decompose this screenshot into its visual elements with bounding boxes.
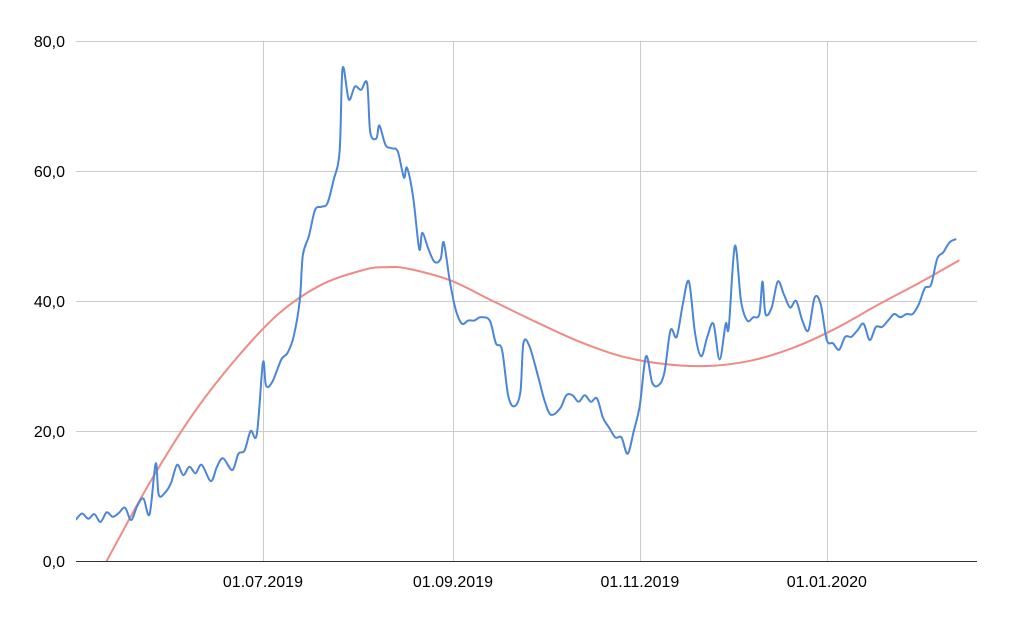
y-tick-label: 0,0: [43, 554, 65, 571]
gridlines: [76, 41, 977, 561]
trendline-series: [105, 259, 960, 561]
x-tick-label: 01.01.2020: [787, 574, 867, 591]
series-group: [76, 66, 960, 561]
y-tick-label: 80,0: [34, 34, 65, 51]
tick-labels: 0,0 20,0 40,0 60,0 80,0 01.07.2019 01.09.2019 0…: [34, 34, 867, 591]
x-tick-label: 01.07.2019: [223, 574, 303, 591]
y-tick-label: 20,0: [34, 424, 65, 441]
x-tick-label: 01.11.2019: [600, 574, 679, 591]
x-tick-label: 01.09.2019: [413, 574, 493, 591]
y-tick-label: 40,0: [34, 294, 65, 311]
y-tick-label: 60,0: [34, 164, 65, 181]
data-line-series: [76, 66, 957, 523]
